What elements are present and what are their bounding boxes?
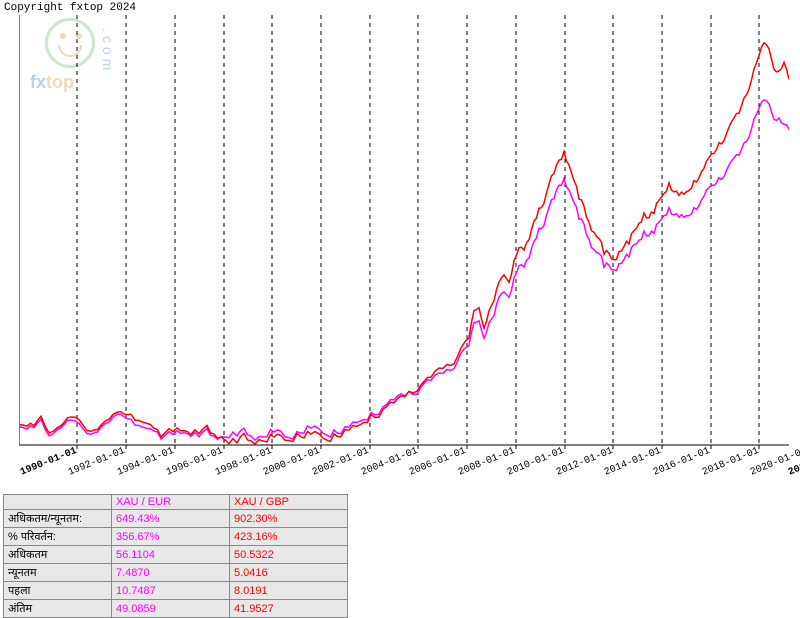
- copyright-text: Copyright fxtop 2024: [4, 2, 136, 14]
- table-row: अधिकतम/न्यूनतम:649.43%902.30%: [4, 510, 348, 528]
- row-label: न्यूनतम: [4, 564, 112, 582]
- row-label: अधिकतम: [4, 546, 112, 564]
- series1-value: XAU / EUR: [112, 495, 230, 510]
- row-label: अधिकतम/न्यूनतम:: [4, 510, 112, 528]
- series2-value: 41.9527: [230, 600, 348, 618]
- table-row: अंतिम49.085941.9527: [4, 600, 348, 618]
- row-label: [4, 495, 112, 510]
- x-axis-labels: 1990-01-011992-01-011994-01-011996-01-01…: [0, 462, 800, 490]
- row-label: अंतिम: [4, 600, 112, 618]
- series1-value: 56.1104: [112, 546, 230, 564]
- series1-value: 7.4870: [112, 564, 230, 582]
- table-row: XAU / EURXAU / GBP: [4, 495, 348, 510]
- series1-value: 649.43%: [112, 510, 230, 528]
- series2-value: 902.30%: [230, 510, 348, 528]
- table-row: अधिकतम56.110450.5322: [4, 546, 348, 564]
- series2-value: 50.5322: [230, 546, 348, 564]
- series1-value: 49.0859: [112, 600, 230, 618]
- series2-value: 5.0416: [230, 564, 348, 582]
- series2-value: 8.0191: [230, 582, 348, 600]
- price-chart: [19, 15, 789, 460]
- stats-table: XAU / EURXAU / GBPअधिकतम/न्यूनतम:649.43%…: [3, 494, 348, 618]
- table-row: पहला10.74878.0191: [4, 582, 348, 600]
- series1-value: 356.67%: [112, 528, 230, 546]
- row-label: % परिवर्तन:: [4, 528, 112, 546]
- row-label: पहला: [4, 582, 112, 600]
- series1-value: 10.7487: [112, 582, 230, 600]
- series2-value: 423.16%: [230, 528, 348, 546]
- series2-value: XAU / GBP: [230, 495, 348, 510]
- table-row: % परिवर्तन:356.67%423.16%: [4, 528, 348, 546]
- table-row: न्यूनतम7.48705.0416: [4, 564, 348, 582]
